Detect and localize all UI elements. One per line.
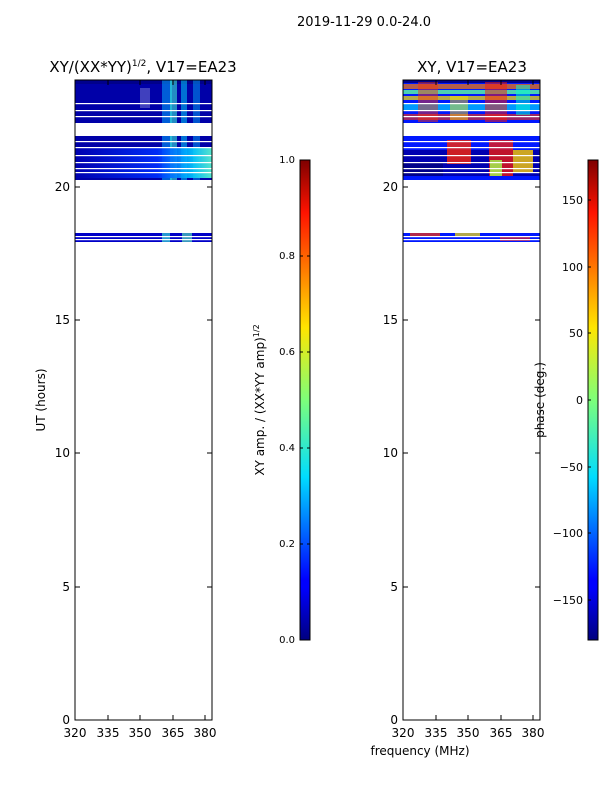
phase-colorbar-tick: 150	[562, 194, 583, 207]
amplitude-ytick-label: 10	[55, 446, 70, 460]
amplitude-panel: XY/(XX*YY)1/2, V17=EA23	[34, 58, 237, 740]
amplitude-heatmap	[75, 80, 212, 242]
phase-panel: XY, V17=EA23	[383, 58, 545, 740]
amplitude-xtick-label: 365	[162, 726, 185, 740]
amplitude-colorbar-tick: 0.2	[279, 539, 295, 550]
phase-colorbar-label: phase (deg.)	[533, 362, 547, 438]
amplitude-ytick-label: 20	[55, 180, 70, 194]
phase-xtick-label: 365	[490, 726, 513, 740]
amplitude-xtick-label: 320	[64, 726, 87, 740]
amplitude-colorbar-tick: 0.8	[279, 251, 295, 262]
amplitude-xtick-label: 380	[194, 726, 217, 740]
amplitude-ytick-label: 0	[62, 713, 70, 727]
amplitude-yticks: 0 5 10 15 20	[55, 180, 212, 727]
phase-colorbar-tick: 100	[562, 261, 583, 274]
amplitude-colorbar-label: XY amp. / (XX*YY amp)1/2	[252, 324, 267, 475]
figure-suptitle: 2019-11-29 0.0-24.0	[297, 15, 431, 30]
amplitude-panel-title: XY/(XX*YY)1/2, V17=EA23	[49, 58, 236, 76]
phase-axes-frame	[402, 79, 541, 721]
amplitude-xtick-label: 335	[97, 726, 120, 740]
amplitude-colorbar-tick: 0.0	[279, 635, 295, 646]
amplitude-ytick-label: 5	[62, 580, 70, 594]
amplitude-axes-frame	[74, 79, 213, 721]
phase-ytick-label: 20	[383, 180, 398, 194]
amplitude-xticks: 320 335 350 365 380	[64, 80, 217, 740]
phase-yticks: 0 5 10 15 20	[383, 180, 540, 727]
amplitude-colorbar: 0.0 0.2 0.4 0.6 0.8 1.0 XY amp. / (XX*YY…	[252, 155, 311, 646]
amplitude-colorbar-gradient	[299, 159, 311, 641]
phase-colorbar-tick: −50	[560, 461, 583, 474]
phase-ytick-label: 0	[390, 713, 398, 727]
amplitude-ytick-label: 15	[55, 313, 70, 327]
amplitude-colorbar-tick: 0.6	[279, 347, 295, 358]
shared-xlabel: frequency (MHz)	[370, 744, 469, 758]
phase-heatmap	[403, 80, 540, 242]
phase-xtick-label: 320	[392, 726, 415, 740]
amplitude-ylabel: UT (hours)	[34, 368, 48, 431]
phase-ytick-label: 15	[383, 313, 398, 327]
amplitude-colorbar-tick: 0.4	[279, 443, 295, 454]
phase-colorbar-tick: 50	[569, 327, 583, 340]
phase-colorbar-tick: −150	[553, 594, 583, 607]
amplitude-xtick-label: 350	[129, 726, 152, 740]
phase-xticks: 320 335 350 365 380	[392, 80, 545, 740]
phase-xtick-label: 335	[425, 726, 448, 740]
phase-colorbar: −150 −100 −50 0 50 100 150 phase (deg.)	[533, 159, 599, 641]
phase-colorbar-tick: 0	[576, 394, 583, 407]
phase-colorbar-tick: −100	[553, 527, 583, 540]
phase-panel-title: XY, V17=EA23	[417, 58, 527, 76]
phase-xtick-label: 380	[522, 726, 545, 740]
phase-ytick-label: 10	[383, 446, 398, 460]
phase-ytick-label: 5	[390, 580, 398, 594]
phase-xtick-label: 350	[457, 726, 480, 740]
amplitude-colorbar-tick: 1.0	[279, 155, 295, 166]
